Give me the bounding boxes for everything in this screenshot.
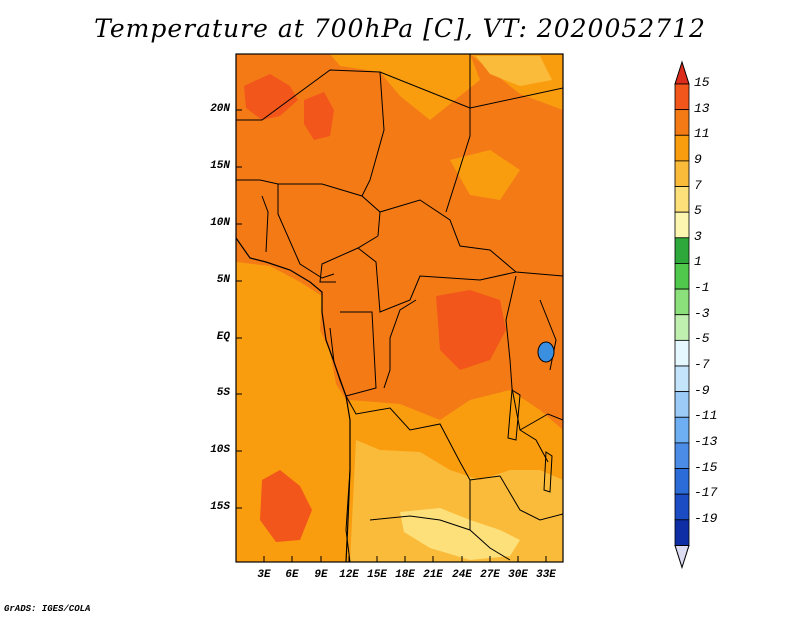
border-line — [383, 299, 417, 389]
colorbar-segment — [674, 468, 690, 495]
field-hot-central — [436, 290, 506, 370]
map-frame — [235, 53, 564, 563]
colorbar-segment — [674, 134, 690, 162]
colorbar-tick-label: -15 — [694, 459, 718, 475]
field-south-cooler — [350, 440, 563, 562]
border-line — [445, 87, 563, 213]
temperature-field — [236, 54, 563, 562]
border-line — [369, 515, 511, 561]
colorbar-tick-label: -19 — [694, 510, 718, 526]
border-line — [505, 275, 549, 463]
colorbar-tick-label: 9 — [694, 151, 702, 167]
lat-tick-label: 10S — [210, 444, 230, 456]
colorbar-segment — [674, 391, 690, 418]
border-line — [361, 71, 385, 197]
country-borders — [236, 54, 563, 562]
lake-malawi — [543, 451, 553, 493]
colorbar-tick-label: 5 — [694, 203, 702, 219]
field-hot-sahel — [304, 92, 334, 140]
colorbar-tick-label: 15 — [694, 75, 710, 90]
colorbar-tick-label: 3 — [694, 228, 702, 244]
coastline — [236, 237, 351, 562]
border-line — [329, 311, 377, 397]
lon-tick-label: 18E — [395, 569, 415, 581]
colorbar-segment — [674, 211, 690, 239]
colorbar-tick-label: -1 — [694, 280, 710, 296]
border-line — [261, 195, 269, 253]
field-east-mild — [450, 150, 520, 200]
colorbar-segment — [674, 83, 690, 111]
colorbar-over-triangle — [674, 60, 690, 85]
border-line — [319, 235, 379, 283]
border-line — [499, 475, 563, 521]
lon-tick-label: 27E — [480, 569, 500, 581]
lat-tick-label: 10N — [210, 217, 230, 229]
colorbar-segment — [674, 442, 690, 469]
border-line — [519, 413, 563, 431]
lat-tick-label: 15N — [210, 160, 230, 172]
border-line — [345, 395, 501, 481]
field-hot-sw-ocean — [260, 470, 312, 542]
lat-tick-label: 15S — [210, 501, 230, 513]
colorbar-tick-label: -7 — [694, 356, 710, 372]
credit-text: GrADS: IGES/COLA — [4, 604, 91, 614]
colorbar-tick-label: -13 — [694, 433, 718, 449]
colorbar-tick-label: 11 — [694, 126, 710, 142]
colorbar-segment — [674, 416, 690, 444]
coast-line — [236, 237, 351, 562]
colorbar-segment — [674, 339, 690, 367]
lon-tick-label: 6E — [285, 569, 299, 581]
lakes — [507, 341, 555, 493]
colorbar-segment — [674, 314, 690, 341]
colorbar-tick-label: -3 — [694, 305, 710, 321]
lon-tick-label: 15E — [367, 569, 387, 581]
lon-tick-label: 21E — [423, 569, 443, 581]
border-line — [357, 247, 517, 313]
chart-title: Temperature at 700hPa [C], VT: 202005271… — [94, 14, 706, 43]
colorbar-segment — [674, 160, 690, 187]
lake-tanganyika — [507, 389, 521, 441]
lon-tick-label: 33E — [536, 569, 556, 581]
axis-ticks — [236, 109, 547, 562]
colorbar-tick-label: 1 — [694, 254, 702, 270]
colorbar — [674, 60, 690, 570]
lat-tick-label: EQ — [216, 331, 230, 343]
colorbar-segment — [674, 263, 690, 290]
colorbar-tick-label: 7 — [694, 177, 702, 193]
border-line — [277, 184, 335, 279]
lon-tick-label: 24E — [452, 569, 472, 581]
field-hot-nw — [244, 74, 298, 120]
colorbar-tick-label: -5 — [694, 331, 710, 347]
colorbar-tick-label: 13 — [694, 100, 710, 116]
colorbar-segment — [674, 109, 690, 136]
colorbar-tick-label: -11 — [694, 408, 718, 424]
field-northeast-cool — [476, 56, 552, 86]
lat-tick-label: 20N — [210, 103, 230, 115]
lon-tick-label: 3E — [257, 569, 271, 581]
colorbar-segment — [674, 237, 690, 264]
lat-tick-label: 5S — [216, 387, 230, 399]
lat-tick-label: 5N — [216, 274, 230, 286]
lake-victoria — [537, 341, 555, 363]
lon-tick-label: 9E — [314, 569, 328, 581]
field-south-cool — [400, 508, 520, 560]
colorbar-segment — [674, 186, 690, 213]
border-line — [539, 299, 557, 371]
field-north-mild — [330, 54, 480, 120]
colorbar-segment — [674, 519, 690, 546]
colorbar-tick-label: -9 — [694, 382, 710, 398]
colorbar-under-triangle — [674, 544, 690, 570]
lon-tick-label: 30E — [508, 569, 528, 581]
colorbar-segment — [674, 493, 690, 521]
lon-tick-label: 12E — [339, 569, 359, 581]
colorbar-segment — [674, 365, 690, 393]
colorbar-tick-label: -17 — [694, 485, 718, 501]
colorbar-segment — [674, 288, 690, 316]
